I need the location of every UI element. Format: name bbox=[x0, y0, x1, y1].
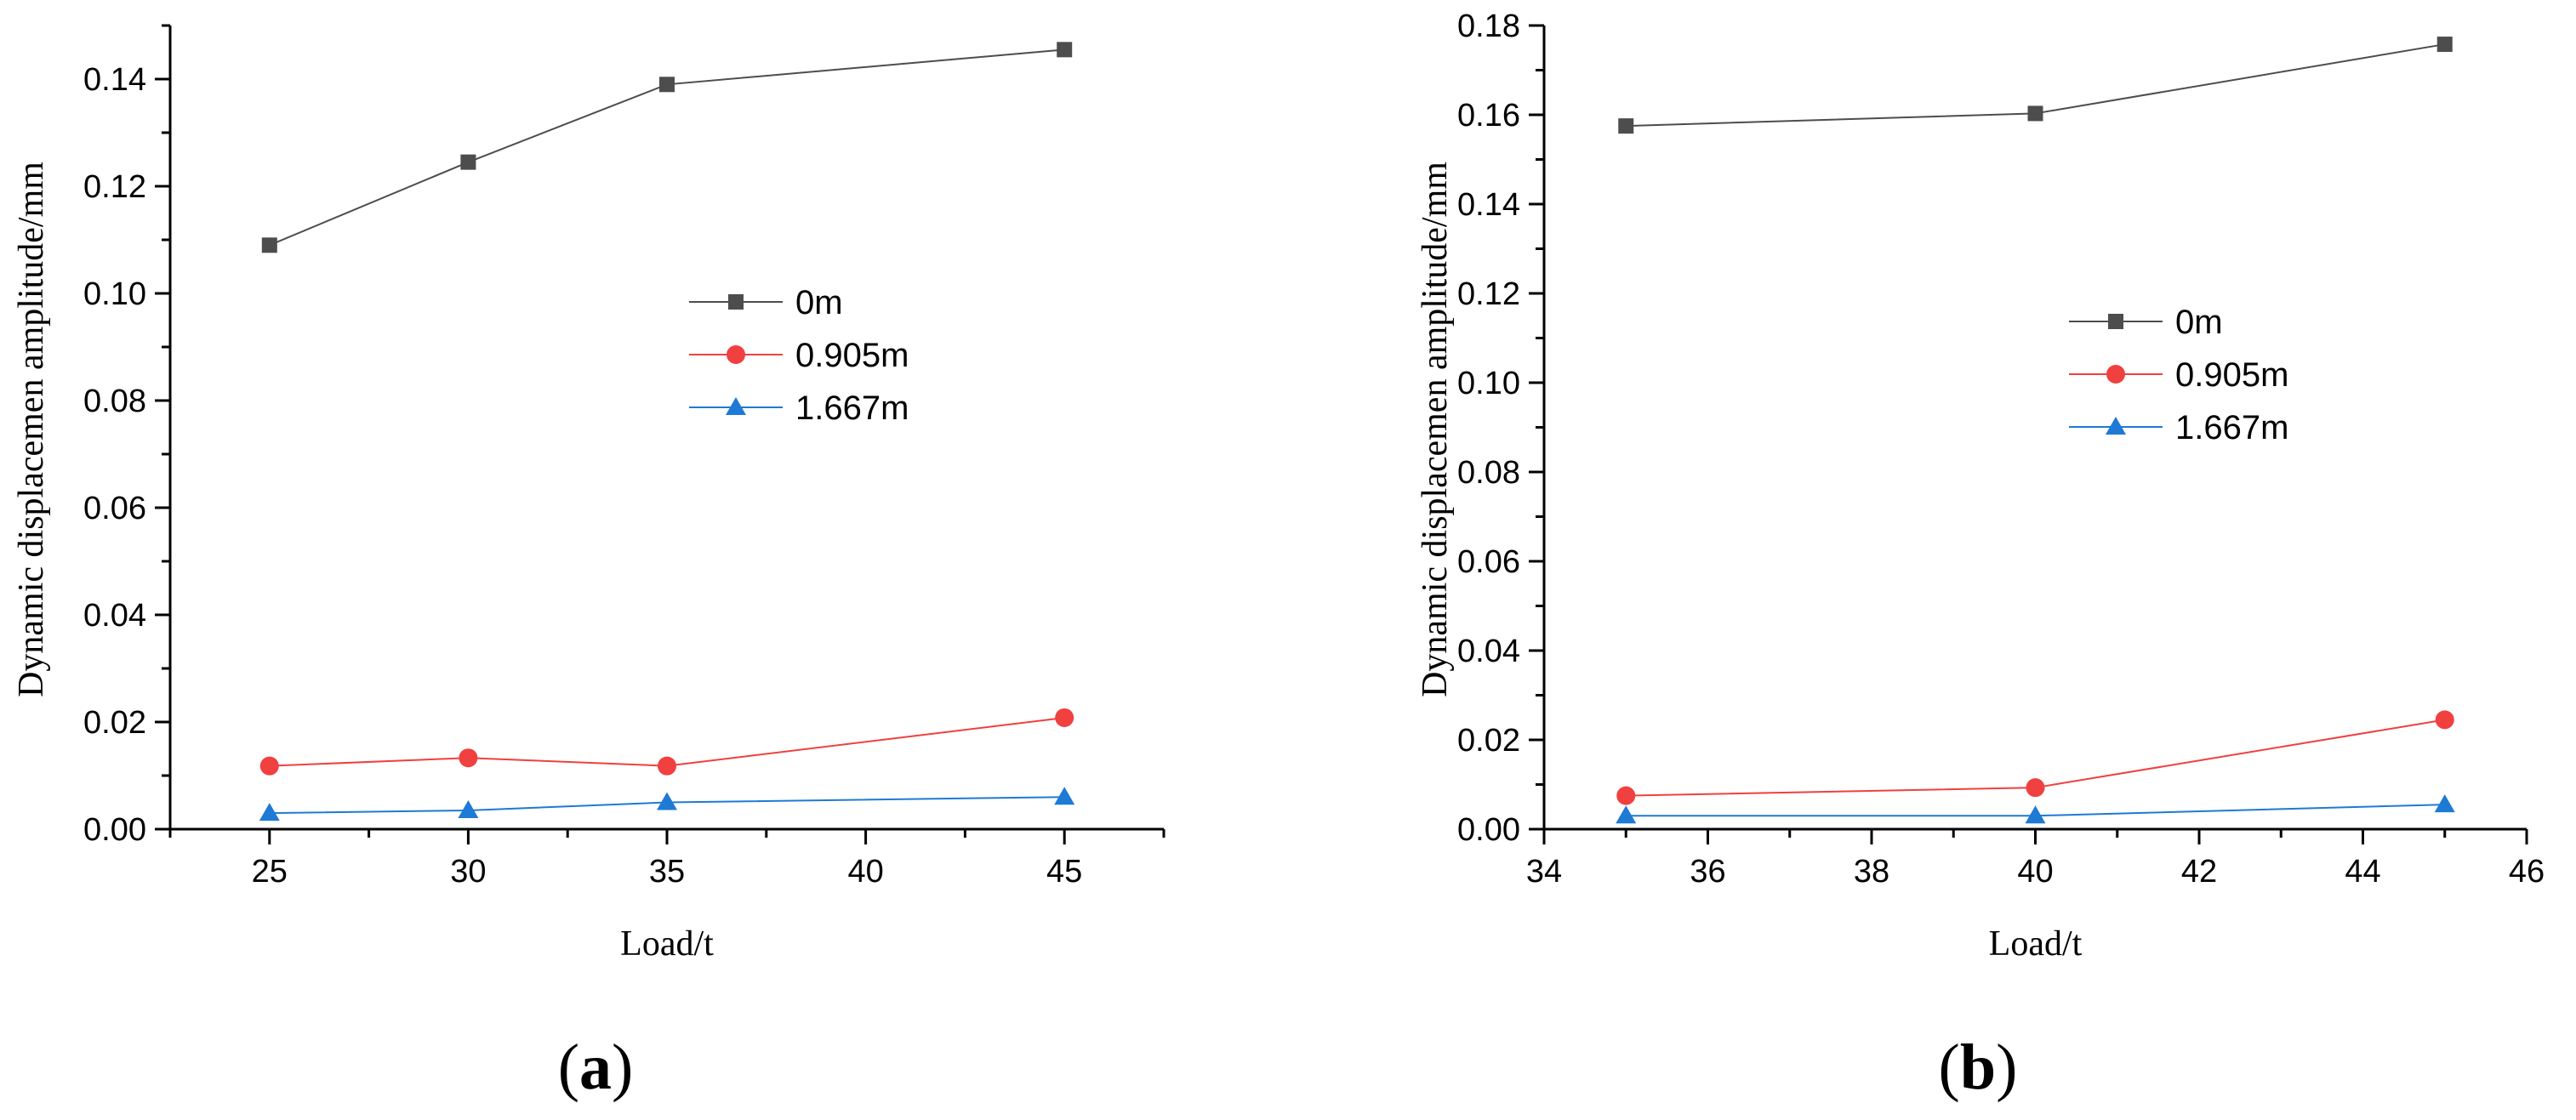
legend-marker bbox=[726, 397, 746, 415]
x-axis-title: Load/t bbox=[620, 924, 714, 964]
y-tick-label: 0.10 bbox=[83, 276, 146, 312]
data-point bbox=[1618, 118, 1634, 134]
series-0.905m bbox=[1616, 710, 2454, 805]
y-tick-label: 0.18 bbox=[1457, 9, 1520, 44]
x-tick-label: 42 bbox=[2181, 854, 2217, 890]
panel-b-chart: 0.00 0.02 0.04 0.06 0.08 0.10 0.12 0.14 0.16 0.18… bbox=[1416, 9, 2545, 1103]
y-tick-label: 0.00 bbox=[83, 812, 146, 848]
legend-marker bbox=[727, 345, 745, 364]
x-tick-label: 35 bbox=[649, 854, 685, 890]
legend-item: 0m bbox=[2069, 304, 2223, 341]
series-line bbox=[269, 48, 1065, 247]
legend-label: 0.905m bbox=[795, 337, 909, 374]
data-point bbox=[2025, 805, 2046, 824]
series-line bbox=[269, 716, 1065, 767]
legend-item: 0.905m bbox=[2069, 356, 2288, 394]
x-tick-label: 44 bbox=[2345, 854, 2380, 890]
y-tick-label: 0.12 bbox=[1457, 276, 1520, 312]
x-tick-label: 30 bbox=[450, 854, 486, 890]
y-tick-label: 0.00 bbox=[1457, 812, 1520, 848]
panel-caption: (b) bbox=[1939, 1032, 2018, 1103]
series-1.667m bbox=[1616, 794, 2455, 824]
x-tick-label: 38 bbox=[1854, 854, 1889, 890]
x-tick-label: 34 bbox=[1526, 854, 1562, 890]
y-tick-label: 0.06 bbox=[1457, 544, 1520, 580]
y-axis-title: Dynamic displacemen amplitude/mm bbox=[1416, 162, 1455, 697]
x-axis-title: Load/t bbox=[1989, 924, 2083, 964]
y-tick-label: 0.08 bbox=[1457, 455, 1520, 491]
legend-marker bbox=[2106, 365, 2125, 384]
legend-item: 1.667m bbox=[2069, 409, 2288, 446]
data-point bbox=[1054, 787, 1075, 805]
y-tick-label: 0.06 bbox=[83, 491, 146, 526]
y-tick-label: 0.12 bbox=[83, 169, 146, 205]
data-point bbox=[2026, 778, 2045, 798]
data-point bbox=[1055, 708, 1074, 727]
series-1.667m bbox=[259, 787, 1075, 822]
data-point bbox=[460, 154, 476, 170]
data-point bbox=[259, 803, 280, 822]
legend-label: 0m bbox=[2175, 304, 2223, 341]
data-point bbox=[2435, 710, 2454, 730]
data-point bbox=[458, 799, 479, 818]
data-point bbox=[1057, 42, 1073, 58]
legend-label: 1.667m bbox=[795, 389, 909, 427]
data-point bbox=[1616, 786, 1636, 805]
data-point bbox=[658, 756, 676, 776]
x-tick-label: 40 bbox=[847, 854, 883, 890]
data-point bbox=[659, 77, 675, 93]
legend-item: 1.667m bbox=[689, 389, 909, 427]
legend-marker bbox=[2108, 314, 2123, 329]
data-point bbox=[657, 792, 677, 810]
data-point bbox=[2434, 794, 2455, 813]
data-point bbox=[2027, 105, 2043, 122]
legend-item: 0.905m bbox=[689, 337, 909, 374]
legend-item: 0m bbox=[689, 284, 843, 321]
legend-label: 0m bbox=[795, 284, 843, 321]
data-point bbox=[1616, 805, 1637, 824]
x-tick-label: 36 bbox=[1690, 854, 1725, 890]
legend-marker bbox=[728, 294, 744, 310]
y-tick-label: 0.02 bbox=[1457, 723, 1520, 759]
y-tick-label: 0.08 bbox=[83, 384, 146, 419]
legend-label: 1.667m bbox=[2175, 409, 2288, 446]
x-tick-label: 25 bbox=[252, 854, 288, 890]
panel-caption: (a) bbox=[558, 1032, 634, 1103]
y-tick-label: 0.16 bbox=[1457, 98, 1520, 134]
panel-a-chart: 0.00 0.02 0.04 0.06 0.08 0.10 0.12 0.14 25 30 35 40… bbox=[12, 24, 1165, 1103]
y-tick-label: 0.04 bbox=[83, 598, 146, 634]
y-tick-label: 0.04 bbox=[1457, 634, 1520, 669]
series-0m bbox=[1618, 37, 2453, 134]
data-point bbox=[261, 237, 277, 253]
data-point bbox=[459, 748, 478, 768]
y-tick-label: 0.14 bbox=[1457, 187, 1520, 223]
series-0.905m bbox=[259, 708, 1074, 776]
legend-marker bbox=[2106, 417, 2126, 435]
legend-label: 0.905m bbox=[2175, 356, 2288, 394]
data-point bbox=[259, 756, 279, 776]
x-tick-label: 46 bbox=[2509, 854, 2545, 890]
data-point bbox=[2436, 37, 2453, 53]
x-tick-label: 40 bbox=[2017, 854, 2053, 890]
y-axis-title: Dynamic displacemen amplitude/mm bbox=[12, 162, 51, 697]
y-tick-label: 0.10 bbox=[1457, 366, 1520, 401]
series-line bbox=[269, 796, 1065, 815]
y-tick-label: 0.02 bbox=[83, 705, 146, 741]
y-tick-label: 0.14 bbox=[83, 62, 146, 98]
series-0m bbox=[261, 42, 1073, 253]
x-tick-label: 45 bbox=[1046, 854, 1082, 890]
